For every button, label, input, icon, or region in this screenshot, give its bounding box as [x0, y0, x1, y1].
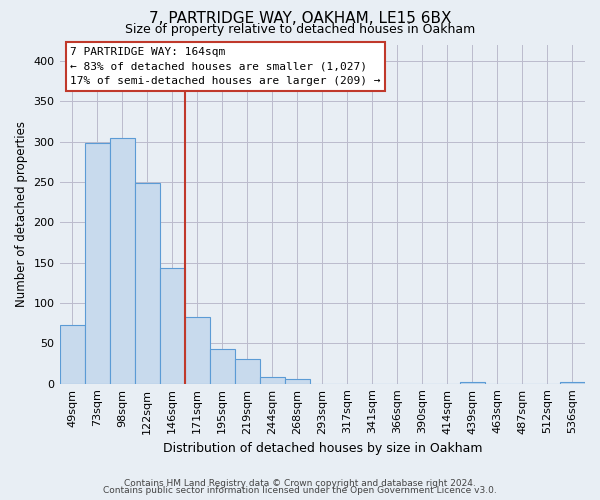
- Bar: [85, 142, 110, 384]
- Text: 7, PARTRIDGE WAY, OAKHAM, LE15 6BX: 7, PARTRIDGE WAY, OAKHAM, LE15 6BX: [149, 11, 451, 26]
- Bar: [185, 317, 209, 384]
- Text: Contains public sector information licensed under the Open Government Licence v3: Contains public sector information licen…: [103, 486, 497, 495]
- Y-axis label: Number of detached properties: Number of detached properties: [15, 122, 28, 308]
- Bar: [560, 382, 585, 384]
- Text: Size of property relative to detached houses in Oakham: Size of property relative to detached ho…: [125, 22, 475, 36]
- Text: Contains HM Land Registry data © Crown copyright and database right 2024.: Contains HM Land Registry data © Crown c…: [124, 478, 476, 488]
- Bar: [285, 379, 310, 384]
- Bar: [134, 183, 160, 384]
- Bar: [209, 349, 235, 384]
- Text: 7 PARTRIDGE WAY: 164sqm
← 83% of detached houses are smaller (1,027)
17% of semi: 7 PARTRIDGE WAY: 164sqm ← 83% of detache…: [70, 46, 380, 86]
- Bar: [160, 268, 185, 384]
- Bar: [260, 377, 285, 384]
- Bar: [460, 382, 485, 384]
- Bar: [110, 138, 134, 384]
- X-axis label: Distribution of detached houses by size in Oakham: Distribution of detached houses by size …: [163, 442, 482, 455]
- Bar: [235, 358, 260, 384]
- Bar: [59, 325, 85, 384]
